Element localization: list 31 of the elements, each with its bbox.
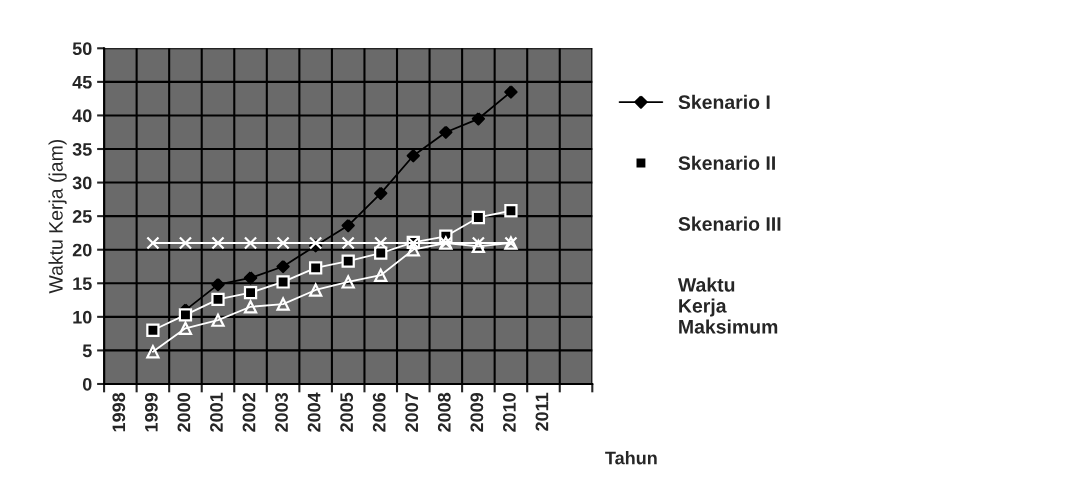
x-tick-label: 1999 bbox=[144, 392, 158, 432]
y-tick-label: 15 bbox=[73, 277, 92, 290]
x-tick-label: 2007 bbox=[405, 393, 419, 432]
x-tick-label: 2005 bbox=[340, 392, 354, 432]
legend-label: Skenario II bbox=[678, 155, 775, 170]
y-tick-label: 30 bbox=[72, 176, 92, 190]
x-tick-label: 2000 bbox=[177, 393, 191, 432]
x-tick-label: 2004 bbox=[307, 392, 321, 432]
x-tick-label: 2002 bbox=[242, 393, 256, 432]
y-tick-label: 20 bbox=[72, 243, 92, 257]
text: Skenario III bbox=[678, 216, 781, 231]
y-tick-label: 0 bbox=[82, 377, 92, 391]
y-tick-label: 50 bbox=[72, 42, 92, 56]
legend-label: Skenario I bbox=[678, 94, 770, 110]
x-tick-label: 2003 bbox=[275, 392, 288, 432]
text: Waktu Kerja Maksimum bbox=[677, 277, 778, 334]
y-tick-label: 25 bbox=[72, 210, 92, 223]
x-tick-label: 1998 bbox=[112, 392, 126, 432]
y-tick-label: 35 bbox=[72, 142, 92, 156]
x-tick-label: 2010 bbox=[502, 393, 516, 432]
y-tick-label: 45 bbox=[72, 75, 92, 89]
y-axis-title: Waktu Kerja (jam) bbox=[48, 139, 67, 294]
y-tick-label: 5 bbox=[82, 344, 92, 358]
y-tick-label: 10 bbox=[73, 310, 92, 324]
x-tick-label: 2001 bbox=[210, 392, 223, 432]
x-tick-label: 2011 bbox=[535, 392, 549, 431]
x-axis-title: Tahun bbox=[605, 451, 657, 465]
x-tick-label: 2009 bbox=[470, 392, 484, 432]
y-tick-label: 40 bbox=[72, 109, 92, 123]
x-tick-label: 2008 bbox=[437, 392, 451, 432]
x-tick-label: 2006 bbox=[372, 392, 386, 432]
